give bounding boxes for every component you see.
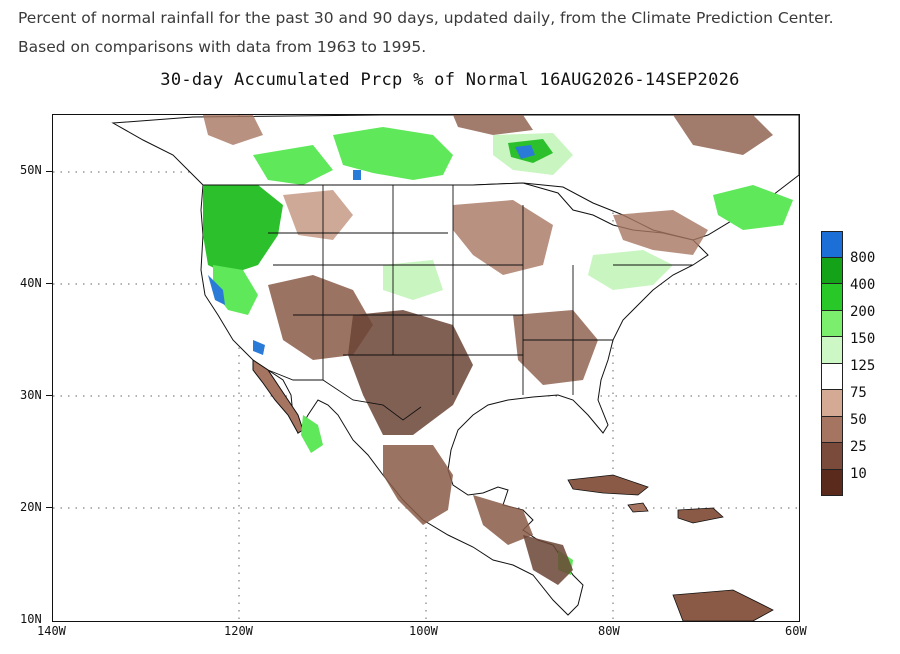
political-borders xyxy=(203,184,693,421)
lat-label-40n: 40N xyxy=(20,276,42,290)
legend-swatch-800 xyxy=(821,231,843,258)
rainfall-map xyxy=(52,114,800,622)
legend-label-50: 50 xyxy=(850,412,867,428)
lat-label-30n: 30N xyxy=(20,388,42,402)
legend-swatch-25 xyxy=(821,416,843,443)
legend-swatch-0 xyxy=(821,469,843,496)
legend-label-200: 200 xyxy=(850,304,876,320)
lat-label-20n: 20N xyxy=(20,500,42,514)
legend-label-400: 400 xyxy=(850,277,876,293)
legend-swatch-75 xyxy=(821,363,843,390)
lon-label-80w: 80W xyxy=(598,624,620,638)
legend-label-25: 25 xyxy=(850,439,867,455)
lat-label-50n: 50N xyxy=(20,163,42,177)
page-caption: Percent of normal rainfall for the past … xyxy=(18,4,878,62)
legend-swatch-125 xyxy=(821,337,843,364)
lat-tick-50n xyxy=(46,171,53,172)
rainfall-map-graphic xyxy=(53,115,799,621)
legend-swatch-200 xyxy=(821,284,843,311)
lat-tick-20n xyxy=(46,507,53,508)
legend-label-800: 800 xyxy=(850,250,876,266)
baja-california xyxy=(252,359,304,434)
caribbean-islands xyxy=(567,474,774,621)
legend-label-75: 75 xyxy=(850,385,867,401)
wet-areas xyxy=(203,127,793,575)
color-legend xyxy=(821,231,845,496)
map-title: 30-day Accumulated Prcp % of Normal 16AU… xyxy=(160,70,740,90)
lat-tick-30n xyxy=(46,395,53,396)
legend-swatch-150 xyxy=(821,310,843,337)
caption-line-2: Based on comparisons with data from 1963… xyxy=(18,38,427,56)
lon-label-60w: 60W xyxy=(785,624,807,638)
caption-line-1: Percent of normal rainfall for the past … xyxy=(18,9,834,27)
lon-label-120w: 120W xyxy=(224,624,253,638)
lat-tick-40n xyxy=(46,283,53,284)
legend-label-125: 125 xyxy=(850,358,876,374)
legend-swatch-10 xyxy=(821,443,843,470)
dry-areas xyxy=(203,115,773,585)
legend-label-10: 10 xyxy=(850,466,867,482)
legend-swatch-50 xyxy=(821,390,843,417)
legend-swatch-400 xyxy=(821,257,843,284)
lat-label-10n: 10N xyxy=(20,612,42,626)
lon-label-140w: 140W xyxy=(37,624,66,638)
legend-label-150: 150 xyxy=(850,331,876,347)
lon-label-100w: 100W xyxy=(409,624,438,638)
